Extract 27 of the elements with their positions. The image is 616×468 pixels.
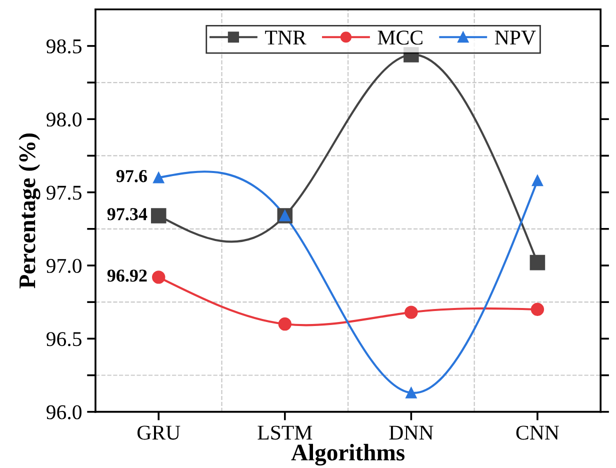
y-tick-label: 96.5 [46,332,82,346]
point [530,302,544,316]
y-tick-label: 96.0 [46,405,82,420]
x-tick-label: CNN [516,426,559,440]
data-label: 97.34 [107,208,148,220]
y-tick-label: 97.0 [46,258,82,274]
legend-label: TNR [265,30,306,44]
y-tick-label: 98.5 [46,39,82,54]
y-tick-label: 97.5 [46,186,82,200]
point [532,175,544,186]
point [404,306,418,319]
x-tick-label: LSTM [258,426,312,440]
x-tick-label: GRU [137,426,180,440]
legend-label: MCC [378,30,422,45]
data-label: 96.92 [107,270,147,282]
y-axis-title: Percentage (%) [18,134,40,288]
point [152,270,166,284]
point [150,208,166,224]
x-axis-title: Algorithms [291,444,405,466]
x-tick-label: DNN [389,426,434,440]
data-label: 97.6 [116,170,147,182]
legend-label: NPV [494,30,536,45]
y-tick-label: 98.0 [46,112,82,127]
point [278,317,292,331]
point [530,254,546,270]
point [406,387,417,398]
point [153,172,164,184]
